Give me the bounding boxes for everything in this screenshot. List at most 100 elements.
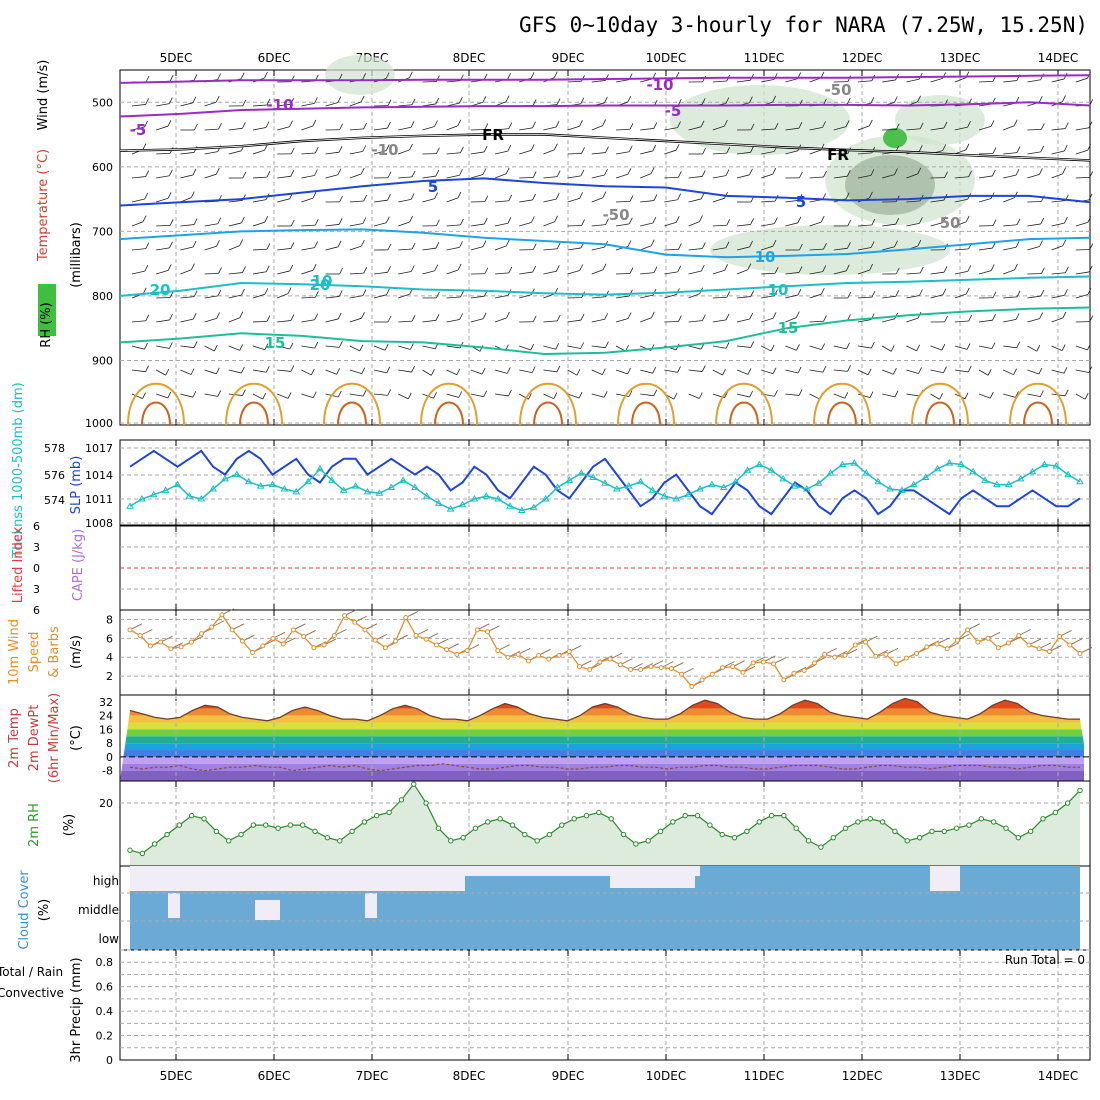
thickness-point: [185, 492, 194, 499]
thickness-point: [137, 495, 146, 502]
wind-barb: [978, 319, 993, 323]
wind-barb: [228, 345, 240, 351]
wind-barb-flag: [266, 243, 271, 250]
wind-barb-flag: [457, 191, 462, 199]
top-date-label: 8DEC: [453, 51, 486, 65]
wind-speed-point: [229, 627, 235, 633]
wind-barb-flag: [1062, 239, 1067, 246]
thickness-point: [529, 503, 538, 511]
wind-speed-point: [525, 658, 531, 664]
wind-barb-flag: [772, 240, 777, 247]
wind-barb: [180, 318, 194, 323]
temp-band: [120, 715, 1084, 723]
wind-barb-flag: [870, 169, 875, 176]
wind-barb: [640, 222, 653, 227]
wind-barb-flag: [338, 218, 343, 225]
wind-barb-flag: [773, 217, 778, 224]
wind-barb-flag: [433, 392, 437, 399]
wind-barb: [228, 222, 242, 227]
rh-point: [867, 816, 873, 822]
wind-barb-flag: [312, 264, 317, 271]
wind-barb: [349, 101, 362, 107]
isotherm-line: [119, 134, 1091, 161]
wind-barb-flag: [1040, 73, 1044, 80]
y-tick-label-slp: 1008: [85, 517, 113, 530]
wind-speed-point: [382, 645, 388, 651]
wind-barb-flag: [774, 122, 779, 130]
wind-barb: [591, 393, 605, 398]
wind-barb-flag: [411, 314, 416, 322]
wind-barb-flag: [314, 341, 319, 349]
rh-point: [460, 834, 466, 841]
wind-barb-flag: [917, 239, 922, 247]
wind-barb: [180, 393, 193, 398]
wind-barb: [785, 294, 799, 299]
wind-barb: [736, 224, 751, 227]
thickness-point: [387, 483, 396, 491]
wind-barb-flag: [217, 289, 222, 297]
wind-barb-flag: [869, 191, 873, 199]
wind-barb: [156, 224, 171, 227]
wind-barb-flag: [847, 219, 852, 227]
wind-barb: [398, 198, 412, 203]
wind-speed-point: [352, 619, 358, 625]
wind-barb: [785, 150, 798, 155]
wind-speed-point: [771, 661, 777, 667]
rh-point: [978, 816, 984, 822]
wind-barb-flag: [701, 365, 706, 372]
wind-barb: [712, 125, 725, 131]
wind-barb-flag: [242, 99, 247, 107]
wind-barb: [664, 294, 677, 299]
wind-barb-flag: [554, 143, 558, 150]
wind-barb: [301, 175, 315, 179]
wind-speed-point: [362, 627, 368, 633]
wind-barb: [712, 152, 727, 155]
rh-point: [571, 816, 577, 822]
cloud-cover-panel: high middle low Cloud Cover (%): [17, 865, 1091, 951]
wind-barb-flag: [217, 390, 222, 397]
wind-barb-flag: [142, 143, 147, 150]
rh-point: [263, 822, 269, 828]
wind-barb: [615, 173, 628, 179]
wind-barb: [1027, 295, 1041, 299]
thickness-point: [1052, 462, 1061, 469]
wind-barb-flag: [363, 194, 368, 202]
wind-barb-flag: [554, 215, 558, 222]
rh-point: [448, 838, 454, 844]
rh-point: [337, 838, 343, 844]
wind-barb-flag: [338, 290, 343, 297]
y-tick-label: 600: [92, 161, 113, 174]
wind-speed-point: [750, 660, 756, 666]
wind-barb: [301, 319, 315, 323]
wind-barb: [446, 197, 459, 203]
thickness-point: [221, 474, 229, 482]
wind-barb-flag: [602, 263, 607, 270]
wind-barb-flag: [460, 290, 464, 298]
wind-barb: [712, 319, 727, 323]
wind-barb-flag: [770, 344, 775, 352]
rh-point: [522, 831, 528, 838]
wind-barb-flag: [1087, 343, 1091, 351]
rh-point: [559, 822, 565, 828]
rh-point: [694, 812, 701, 819]
wind-barb: [398, 221, 410, 227]
wind-barb-flag: [387, 99, 392, 106]
wind-barb-flag: [287, 287, 292, 294]
y-axis-label: 2m RH: [27, 803, 42, 847]
wind-barb: [1027, 174, 1040, 179]
wind-barb: [930, 127, 945, 131]
rh-point: [830, 834, 836, 841]
rh-point: [238, 831, 244, 838]
wind-barb: [301, 197, 314, 203]
wind-barb: [615, 79, 630, 83]
wind-barb-flag: [555, 265, 560, 272]
wind-barb-flag: [964, 392, 969, 399]
wind-barb-flag: [1041, 267, 1045, 274]
wind-barb-flag: [650, 167, 655, 174]
wind-barb-flag: [215, 95, 220, 103]
wind-barb-flag: [919, 266, 924, 274]
thickness-point: [506, 502, 514, 509]
thickness-point: [672, 495, 681, 502]
wind-barb: [494, 128, 509, 131]
y-tick-label: 2: [106, 670, 113, 683]
